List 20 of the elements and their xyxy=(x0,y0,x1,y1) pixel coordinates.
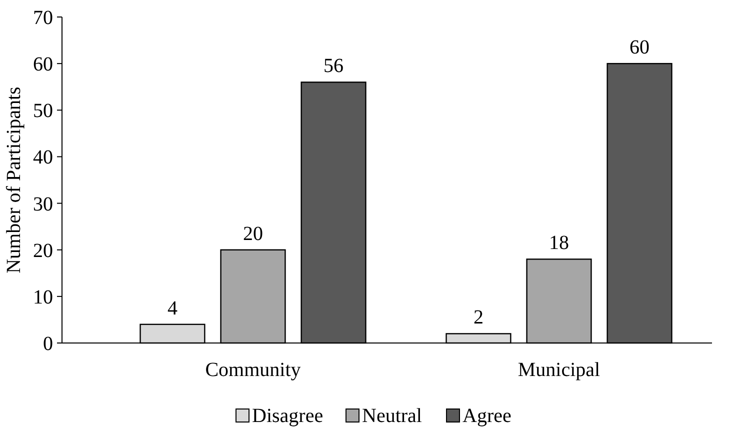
legend-label: Agree xyxy=(462,405,512,427)
y-tick-label: 40 xyxy=(33,146,53,169)
y-tick-label: 20 xyxy=(33,240,53,262)
x-tick-label: Community xyxy=(205,359,301,381)
data-label: 20 xyxy=(243,222,263,245)
y-axis-title: Number of Participants xyxy=(3,86,25,274)
data-label: 56 xyxy=(324,55,344,78)
legend-label: Neutral xyxy=(362,405,422,427)
y-tick-label: 60 xyxy=(33,54,53,76)
y-tick-label: 10 xyxy=(33,286,53,308)
data-label: 2 xyxy=(473,306,484,329)
y-tick-label: 70 xyxy=(33,7,53,29)
legend-label: Disagree xyxy=(252,405,324,427)
y-tick-label: 50 xyxy=(33,100,53,122)
data-label: 4 xyxy=(167,297,178,320)
y-tick-label: 30 xyxy=(33,193,53,216)
data-label: 18 xyxy=(549,232,569,254)
x-tick-label: Municipal xyxy=(518,359,601,381)
y-tick-label: 0 xyxy=(43,333,53,355)
data-label: 60 xyxy=(630,36,650,59)
